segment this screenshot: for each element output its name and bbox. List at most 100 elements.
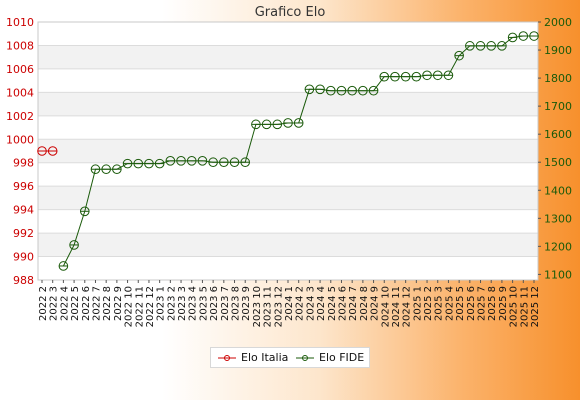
- data-point-elo-fide[interactable]: [507, 32, 518, 43]
- x-tick-label: 2025 2: [423, 286, 434, 321]
- x-tick-label: 2025 7: [477, 286, 488, 321]
- x-tick-label: 2024 10: [380, 286, 391, 327]
- x-tick-label: 2024 7: [348, 286, 359, 321]
- legend-marker-elo-fide: [296, 355, 314, 361]
- left-tick-label: 1006: [6, 63, 34, 76]
- data-point-elo-fide[interactable]: [304, 84, 315, 95]
- right-tick-label: 1700: [544, 100, 572, 113]
- data-point-elo-fide[interactable]: [475, 41, 486, 51]
- x-tick-label: 2022 7: [91, 286, 102, 321]
- right-tick-label: 1900: [544, 44, 572, 57]
- left-tick-label: 1004: [6, 86, 34, 99]
- data-point-elo-fide[interactable]: [347, 85, 357, 96]
- x-tick-label: 2022 2: [38, 286, 49, 321]
- data-point-elo-fide[interactable]: [154, 158, 165, 169]
- data-point-elo-fide[interactable]: [261, 119, 272, 130]
- x-tick-label: 2023 12: [273, 286, 284, 327]
- left-tick-label: 1008: [6, 39, 34, 52]
- x-tick-label: 2024 5: [327, 286, 338, 321]
- data-point-elo-fide[interactable]: [79, 206, 90, 217]
- data-point-elo-fide[interactable]: [208, 157, 218, 168]
- gridlines: [38, 21, 538, 281]
- x-tick-label: 2023 1: [156, 286, 167, 321]
- legend-label-elo-fide: Elo FIDE: [319, 351, 365, 364]
- data-point-elo-fide[interactable]: [283, 118, 293, 128]
- data-point-elo-fide[interactable]: [358, 85, 368, 96]
- x-tick-label: 2022 3: [49, 286, 60, 321]
- data-point-elo-fide[interactable]: [465, 41, 475, 51]
- right-tick-label: 2000: [544, 16, 572, 29]
- data-point-elo-fide[interactable]: [176, 156, 186, 166]
- data-point-elo-fide[interactable]: [422, 70, 432, 81]
- plot-band: [38, 139, 538, 163]
- data-point-elo-fide[interactable]: [529, 31, 539, 41]
- x-tick-label: 2024 1: [284, 286, 295, 321]
- data-point-elo-fide[interactable]: [518, 31, 529, 41]
- data-point-elo-fide[interactable]: [58, 261, 69, 271]
- data-point-elo-fide[interactable]: [432, 70, 443, 81]
- x-tick-label: 2023 10: [252, 286, 263, 327]
- data-point-elo-fide[interactable]: [486, 41, 497, 51]
- data-point-elo-fide[interactable]: [122, 158, 133, 169]
- data-point-elo-italia[interactable]: [47, 146, 58, 156]
- data-point-elo-fide[interactable]: [400, 71, 411, 82]
- right-tick-label: 1800: [544, 72, 572, 85]
- data-point-elo-fide[interactable]: [272, 119, 283, 130]
- x-tick-label: 2022 6: [81, 286, 92, 321]
- data-point-elo-fide[interactable]: [69, 240, 79, 250]
- data-point-elo-fide[interactable]: [251, 119, 261, 130]
- data-point-elo-fide[interactable]: [186, 156, 197, 166]
- x-tick-label: 2024 9: [370, 286, 381, 321]
- data-point-elo-fide[interactable]: [411, 71, 422, 82]
- x-tick-label: 2025 10: [509, 286, 520, 327]
- right-tick-label: 1400: [544, 184, 572, 197]
- chart-title: Grafico Elo: [254, 5, 326, 20]
- right-tick-label: 1500: [544, 156, 572, 169]
- left-tick-label: 990: [13, 251, 34, 264]
- right-axis: 1100 1200 1300 1400 1500 1600 1700 1800 1900 2000: [538, 16, 572, 281]
- left-tick-label: 988: [13, 274, 34, 287]
- data-point-elo-fide[interactable]: [454, 50, 464, 61]
- left-tick-label: 1000: [6, 133, 34, 146]
- data-point-elo-fide[interactable]: [379, 71, 390, 82]
- data-point-elo-italia[interactable]: [37, 146, 47, 156]
- data-point-elo-fide[interactable]: [336, 85, 347, 96]
- right-tick-label: 1600: [544, 128, 572, 141]
- x-tick-label: 2025 4: [444, 286, 455, 321]
- data-point-elo-fide[interactable]: [497, 41, 507, 51]
- data-point-elo-fide[interactable]: [293, 118, 304, 128]
- data-point-elo-fide[interactable]: [101, 164, 111, 175]
- data-point-elo-fide[interactable]: [133, 158, 144, 169]
- data-point-elo-fide[interactable]: [315, 84, 325, 95]
- data-point-elo-fide[interactable]: [368, 85, 379, 96]
- data-point-elo-fide[interactable]: [390, 71, 400, 82]
- left-tick-label: 994: [13, 204, 34, 217]
- x-tick-label: 2023 4: [188, 286, 199, 321]
- x-tick-label: 2022 4: [59, 286, 70, 321]
- data-point-elo-fide[interactable]: [165, 156, 176, 166]
- x-tick-label: 2023 6: [209, 286, 220, 321]
- x-tick-label: 2024 6: [337, 286, 348, 321]
- x-tick-label: 2025 12: [530, 286, 541, 327]
- x-tick-label: 2022 8: [102, 286, 113, 321]
- data-point-elo-fide[interactable]: [112, 164, 122, 175]
- x-tick-label: 2022 5: [70, 286, 81, 321]
- data-point-elo-fide[interactable]: [240, 157, 251, 168]
- legend: Elo Italia Elo FIDE: [210, 347, 370, 368]
- left-axis: 988 990 992 994 996 998 1000 1002 1004 1006 1008 10…: [6, 16, 34, 287]
- x-tick-label: 2024 11: [391, 286, 402, 327]
- x-tick-label: 2023 7: [220, 286, 231, 321]
- data-point-elo-fide[interactable]: [443, 70, 454, 81]
- right-tick-label: 1100: [544, 268, 572, 281]
- x-tick-label: 2023 11: [263, 286, 274, 327]
- data-point-elo-fide[interactable]: [219, 157, 229, 168]
- plot-band: [38, 209, 538, 234]
- data-point-elo-fide[interactable]: [90, 164, 101, 175]
- legend-marker-elo-italia: [218, 355, 236, 361]
- data-point-elo-fide[interactable]: [144, 158, 154, 169]
- x-tick-label: 2025 9: [498, 286, 509, 321]
- left-tick-label: 998: [13, 157, 34, 170]
- data-point-elo-fide[interactable]: [325, 85, 336, 96]
- data-point-elo-fide[interactable]: [197, 156, 208, 166]
- data-point-elo-fide[interactable]: [229, 157, 240, 168]
